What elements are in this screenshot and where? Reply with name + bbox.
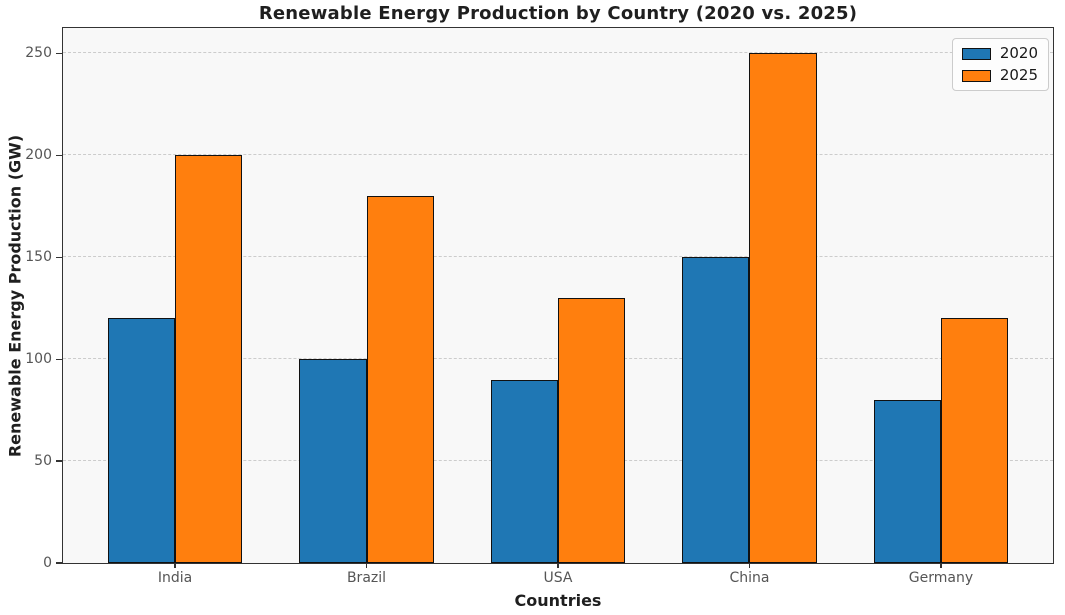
x-tick-mark-germany — [940, 563, 942, 568]
plot-area — [63, 28, 1053, 563]
x-tick-mark-china — [748, 563, 751, 568]
y-tick-label-250: 250 — [25, 45, 52, 62]
x-tick-label-brazil: Brazil — [346, 570, 387, 586]
gridline-250 — [63, 52, 1053, 54]
legend-item-2025: 2025 — [961, 66, 1038, 84]
y-tick-label-0: 0 — [43, 555, 52, 571]
bar-2020-brazil — [299, 359, 367, 563]
bar-2020-germany — [873, 399, 941, 563]
bar-2025-germany — [940, 318, 1008, 563]
bar-2020-china — [682, 257, 750, 563]
x-tick-mark-india — [174, 563, 176, 568]
y-tick-mark-100 — [56, 358, 62, 360]
y-tick-mark-200 — [56, 154, 62, 157]
x-tick-label-germany: Germany — [908, 570, 974, 586]
y-tick-mark-50 — [56, 460, 62, 462]
legend-label-2020: 2020 — [999, 44, 1038, 62]
y-tick-label-100: 100 — [25, 351, 52, 368]
bar-2025-brazil — [366, 196, 434, 563]
y-axis-label: Renewable Energy Production (GW) — [5, 134, 25, 458]
gridline-150 — [63, 256, 1053, 258]
bar-2020-india — [108, 318, 176, 563]
bar-2020-usa — [490, 379, 558, 563]
bar-2025-usa — [558, 298, 626, 563]
legend-item-2020: 2020 — [961, 44, 1038, 62]
legend: 2020 2025 — [951, 38, 1049, 91]
x-tick-label-india: India — [157, 570, 193, 586]
y-tick-mark-150 — [56, 256, 62, 258]
y-tick-label-50: 50 — [34, 453, 52, 470]
y-tick-label-200: 200 — [25, 147, 52, 164]
gridline-200 — [63, 154, 1053, 156]
x-tick-label-usa: USA — [543, 570, 573, 586]
bar-2025-china — [749, 53, 817, 563]
y-tick-label-150: 150 — [25, 249, 52, 266]
x-tick-label-china: China — [729, 570, 770, 586]
legend-label-2025: 2025 — [999, 66, 1038, 84]
x-axis-label: Countries — [514, 591, 602, 610]
chart-title: Renewable Energy Production by Country (… — [258, 3, 858, 24]
x-tick-mark-usa — [557, 563, 559, 568]
x-tick-mark-brazil — [365, 563, 368, 568]
bar-2025-india — [175, 155, 243, 563]
legend-swatch-2020 — [961, 47, 991, 60]
legend-swatch-2025 — [961, 69, 991, 82]
y-tick-mark-0 — [56, 562, 62, 564]
y-tick-mark-250 — [56, 52, 62, 55]
